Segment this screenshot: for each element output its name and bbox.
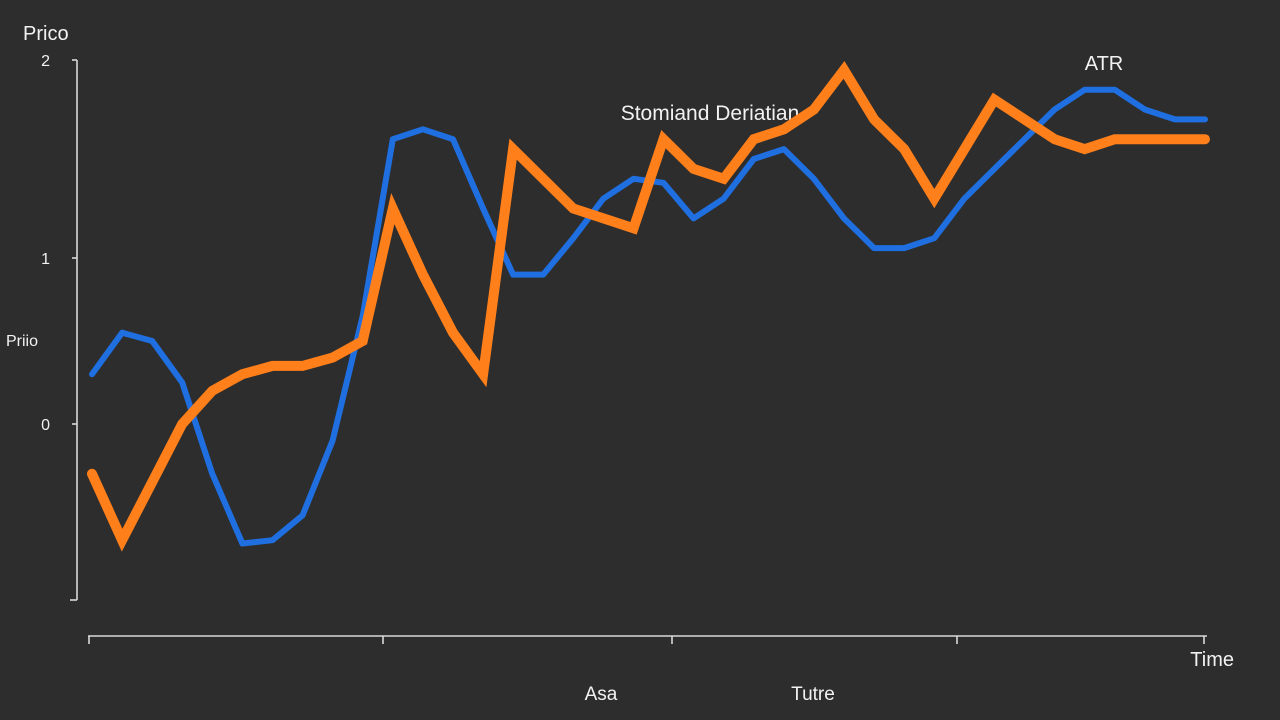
series-label-atr: ATR — [1085, 53, 1124, 75]
x-axis-label: Time — [1190, 649, 1234, 671]
footer-label-right: Tutre — [791, 684, 835, 705]
series-line-atr — [87, 61, 1210, 552]
series-line-blue — [89, 86, 1208, 547]
y-tick-label: 2 — [41, 53, 50, 70]
y-tick-label: 1 — [41, 251, 50, 268]
y-axis-label: Prico — [23, 23, 69, 45]
footer-label-left: Asa — [585, 684, 618, 705]
series-layer — [87, 61, 1210, 552]
y-tick-label: 0 — [41, 417, 50, 434]
y-axis-side-label: Priio — [6, 333, 38, 350]
chart-title: Stomiand Deriatian — [621, 102, 800, 125]
